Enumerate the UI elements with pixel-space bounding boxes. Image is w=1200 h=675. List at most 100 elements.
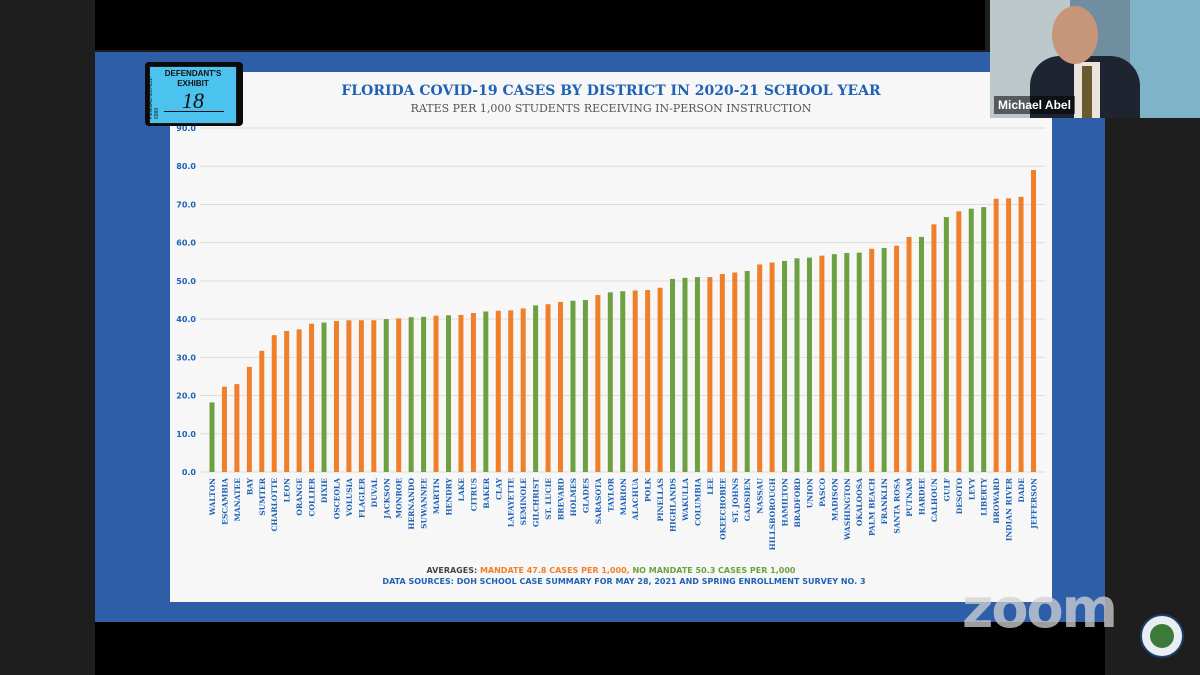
x-tick-label: LEVY <box>967 477 976 500</box>
x-tick-label: WAKULLA <box>681 478 690 522</box>
x-tick-label: PUTNAM <box>905 478 914 517</box>
exhibit-label: PENGAD 800-631-6989 DEFENDANT'S EXHIBIT … <box>148 66 237 124</box>
x-tick-label: WASHINGTON <box>843 478 852 541</box>
bar <box>769 262 775 472</box>
x-tick-label: MONROE <box>395 478 404 518</box>
bar <box>981 207 987 472</box>
y-tick-label: 0.0 <box>182 468 197 477</box>
bar <box>470 312 476 472</box>
x-tick-label: HAMILTON <box>781 478 790 526</box>
x-tick-label: BAKER <box>482 477 491 508</box>
bar <box>371 320 377 472</box>
x-tick-label: DADE <box>1017 478 1026 503</box>
x-tick-label: BRADFORD <box>793 478 802 528</box>
bar <box>906 236 912 472</box>
x-tick-label: SANTA ROSA <box>893 478 902 534</box>
x-tick-label: WALTON <box>208 478 217 517</box>
x-tick-label: COLUMBIA <box>693 478 702 526</box>
bottom-black-strip <box>95 622 1105 675</box>
bar <box>483 311 489 472</box>
bar <box>632 290 638 472</box>
x-tick-label: SARASOTA <box>594 478 603 524</box>
x-tick-label: MARTIN <box>432 478 441 514</box>
x-tick-label: DIXIE <box>320 478 329 503</box>
x-tick-label: CLAY <box>494 477 503 500</box>
bar <box>894 245 900 472</box>
bar <box>333 321 339 472</box>
bar <box>296 329 302 472</box>
x-tick-label: HIGHLANDS <box>669 478 678 532</box>
exhibit-line2: EXHIBIT <box>177 79 209 88</box>
y-tick-label: 30.0 <box>176 353 196 362</box>
y-tick-label: 20.0 <box>176 392 196 401</box>
bar <box>321 322 327 472</box>
bar <box>881 248 887 472</box>
x-tick-label: HOLMES <box>569 478 578 516</box>
bar <box>545 304 551 472</box>
x-tick-label: SUWANNEE <box>420 478 429 529</box>
x-tick-label: GADSDEN <box>743 478 752 521</box>
x-tick-label: HENDRY <box>444 477 453 515</box>
x-tick-label: ST. JOHNS <box>731 478 740 523</box>
x-tick-label: FRANKLIN <box>880 478 889 525</box>
y-tick-label: 90.0 <box>176 124 196 133</box>
x-tick-label: PALM BEACH <box>868 478 877 536</box>
x-tick-label: CHARLOTTE <box>270 478 279 532</box>
bar <box>1018 196 1024 473</box>
x-tick-label: DUVAL <box>370 477 379 507</box>
bar <box>396 318 402 472</box>
bar <box>968 208 974 472</box>
x-tick-label: ESCAMBIA <box>220 478 229 525</box>
bar <box>856 252 862 472</box>
bar <box>744 270 750 472</box>
exhibit-underline <box>164 111 224 112</box>
bar <box>943 217 949 472</box>
bar <box>284 330 290 472</box>
bar <box>458 314 464 472</box>
bar <box>246 366 252 472</box>
bar <box>732 272 738 472</box>
x-tick-label: LAFAYETTE <box>507 478 516 527</box>
participant-video-tile[interactable]: Michael Abel <box>990 0 1200 118</box>
bar <box>918 236 924 472</box>
participant-name: Michael Abel <box>994 96 1075 114</box>
bar <box>495 310 501 472</box>
x-tick-label: MADISON <box>830 478 839 521</box>
bar <box>670 278 676 472</box>
x-tick-label: HARDEE <box>917 478 926 515</box>
x-tick-label: CITRUS <box>469 478 478 511</box>
x-tick-label: HILLSBOROUGH <box>768 478 777 550</box>
bar <box>346 320 352 472</box>
x-tick-label: COLLIER <box>308 477 317 516</box>
y-tick-label: 50.0 <box>176 277 196 286</box>
bar <box>869 248 875 472</box>
bar <box>794 258 800 472</box>
bar <box>993 198 999 472</box>
y-tick-label: 40.0 <box>176 315 196 324</box>
y-tick-label: 70.0 <box>176 200 196 209</box>
x-tick-label: POLK <box>644 478 653 502</box>
video-background-right <box>1130 0 1200 118</box>
x-tick-label: HERNANDO <box>407 478 416 530</box>
bar <box>520 308 526 472</box>
bar <box>607 292 613 472</box>
exhibit-sticker: PENGAD 800-631-6989 DEFENDANT'S EXHIBIT … <box>145 62 243 126</box>
bar <box>595 295 601 472</box>
x-tick-label: TAYLOR <box>606 477 615 512</box>
x-tick-label: OKALOOSA <box>855 478 864 526</box>
bar <box>309 323 315 472</box>
chart-subtitle: RATES PER 1,000 STUDENTS RECEIVING IN-PE… <box>411 102 812 115</box>
bar <box>1031 170 1036 473</box>
bar <box>433 315 439 472</box>
bar <box>931 224 937 472</box>
x-tick-label: CALHOUN <box>930 478 939 522</box>
x-tick-label: INDIAN RIVER <box>1005 477 1014 541</box>
bar <box>221 386 227 472</box>
averages-text: AVERAGES: MANDATE 47.8 CASES PER 1,000, … <box>427 566 796 575</box>
bar <box>234 384 240 472</box>
bar <box>508 310 514 472</box>
x-tick-label: OKEECHOBEE <box>718 478 727 540</box>
data-sources: DATA SOURCES: DOH SCHOOL CASE SUMMARY FO… <box>382 577 865 586</box>
chart-title: FLORIDA COVID-19 CASES BY DISTRICT IN 20… <box>341 83 881 99</box>
